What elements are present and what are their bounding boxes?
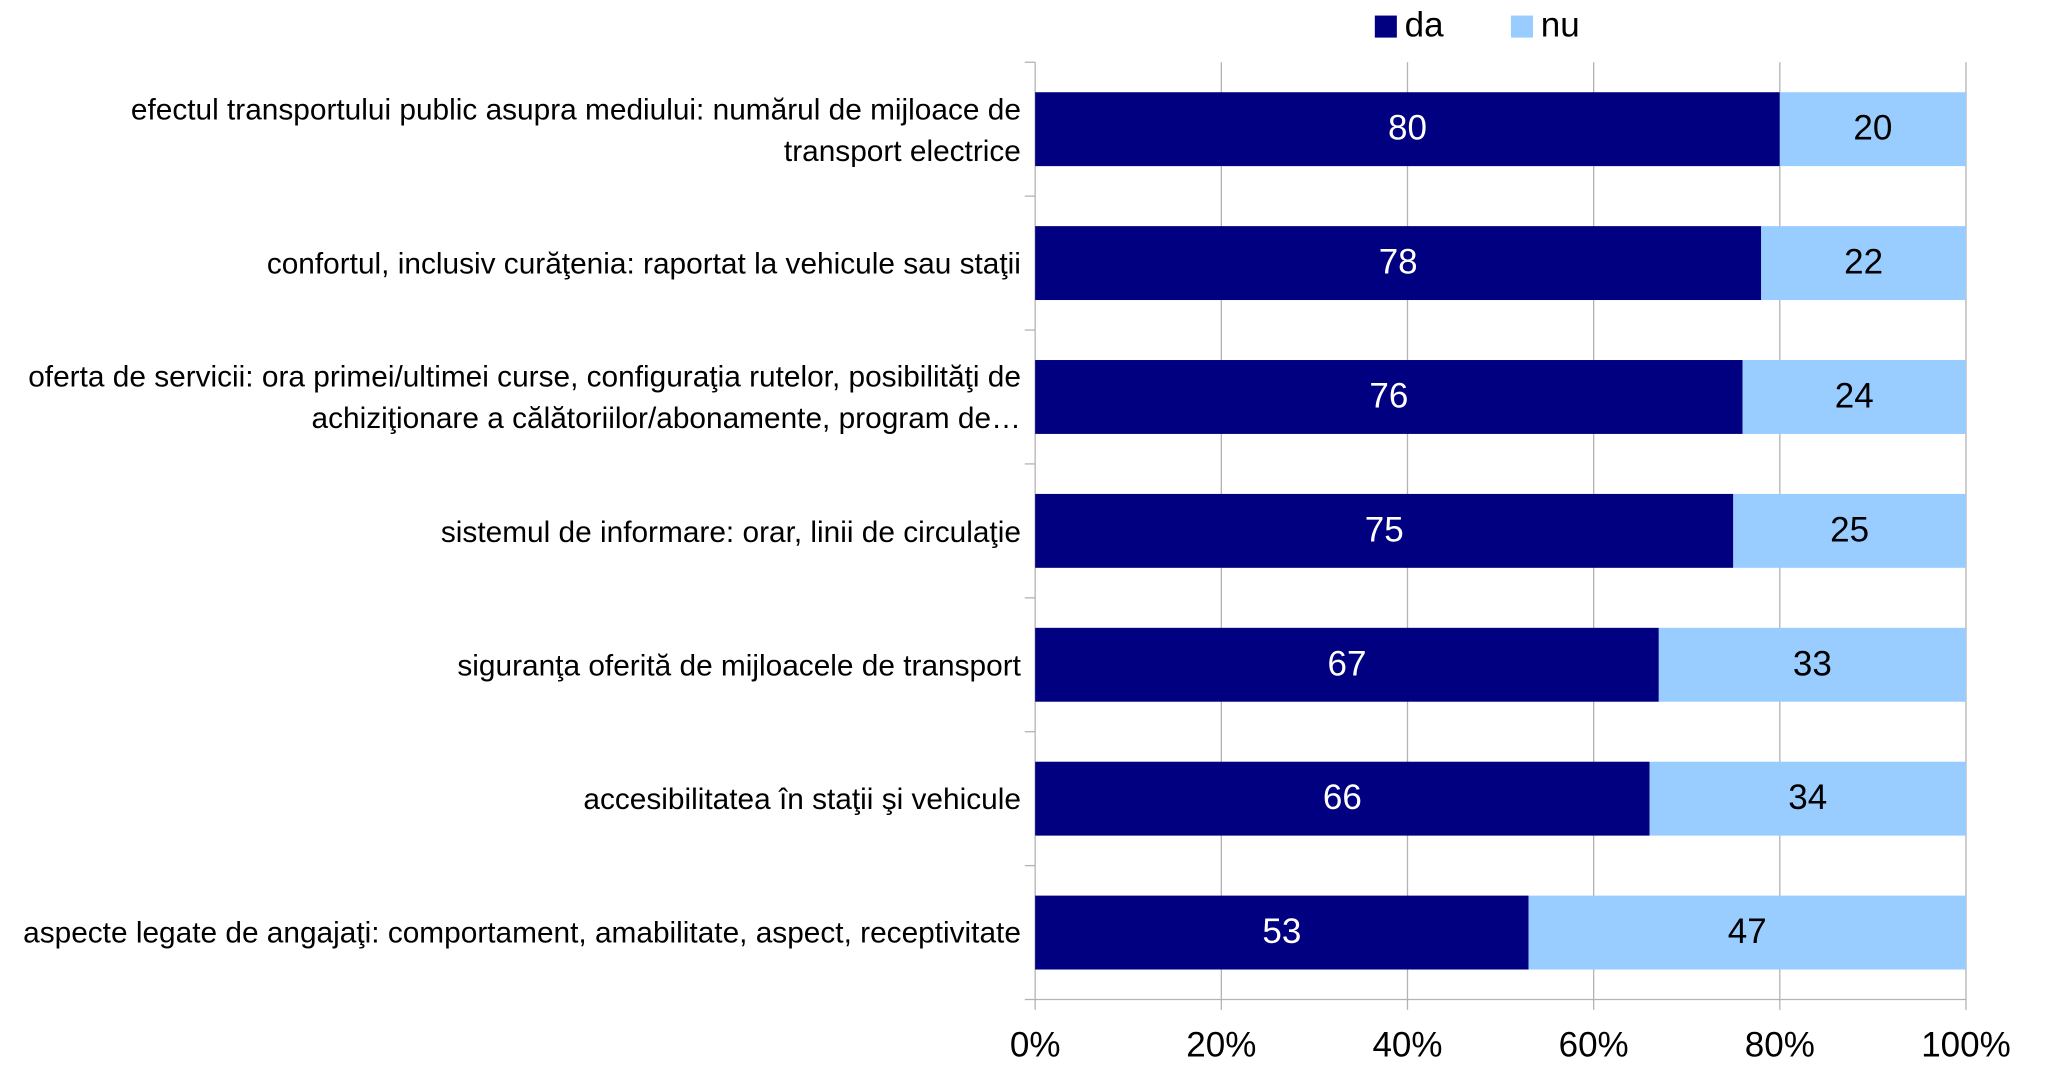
data-label: 22 [1844,243,1883,282]
data-label: 76 [1369,377,1408,416]
data-label: 47 [1728,912,1767,951]
data-label: 20 [1853,109,1892,148]
category-label-box: oferta de servicii: ora primei/ultimei c… [28,359,1021,435]
y-tick-label: sistemul de informare: orar, linii de ci… [440,514,1021,548]
data-label: 25 [1830,510,1869,549]
bar-segment [1649,761,1966,836]
legend-label: da [1405,5,1444,44]
legend-label: nu [1541,5,1580,44]
y-tick-label: oferta de servicii: ora primei/ultimei c… [28,359,1021,435]
bar-segment [1761,226,1966,301]
x-tick-label: 60% [1559,1026,1629,1065]
bar-segment [1035,895,1529,970]
bar-segment [1035,226,1762,301]
x-tick-label: 100% [1921,1026,2011,1065]
data-label: 34 [1788,778,1827,817]
data-label: 24 [1835,377,1874,416]
legend-swatch [1374,15,1397,38]
category-label-box: siguranţa oferită de mijloacele de trans… [457,647,1021,682]
category-label-box: efectul transportului public asupra medi… [130,91,1021,167]
data-label: 80 [1388,109,1427,148]
legend-swatch [1510,15,1533,38]
data-label: 53 [1262,912,1301,951]
data-label: 33 [1793,644,1832,683]
data-label: 78 [1379,243,1418,282]
y-tick-label: accesibilitatea în staţii şi vehicule [583,781,1021,816]
x-tick-label: 40% [1372,1026,1442,1065]
category-label-box: accesibilitatea în staţii şi vehicule [583,781,1021,816]
x-tick-label: 0% [1010,1026,1061,1065]
category-label-box: sistemul de informare: orar, linii de ci… [440,514,1021,548]
bar-segment [1035,761,1650,836]
y-tick-label: efectul transportului public asupra medi… [130,91,1021,167]
bar-segment [1035,360,1743,434]
bar-segment [1528,895,1966,970]
bar-segment [1779,92,1966,167]
bar-segment [1733,493,1966,568]
bar-segment [1742,360,1966,434]
category-label-box: confortul, inclusiv curăţenia: raportat … [266,246,1021,280]
y-tick-label: aspecte legate de angajaţi: comportament… [23,915,1021,950]
category-label-box: aspecte legate de angajaţi: comportament… [23,915,1021,950]
x-tick-label: 20% [1186,1026,1256,1065]
bar-segment [1035,493,1734,568]
data-label: 75 [1365,510,1404,549]
data-label: 67 [1328,644,1367,683]
data-label: 66 [1323,778,1362,817]
bar-segment [1658,627,1966,702]
x-tick-label: 80% [1745,1026,1815,1065]
bar-segment [1035,627,1659,702]
y-tick-label: siguranţa oferită de mijloacele de trans… [457,647,1021,682]
bar-segment [1035,92,1780,167]
y-tick-label: confortul, inclusiv curăţenia: raportat … [266,246,1021,280]
